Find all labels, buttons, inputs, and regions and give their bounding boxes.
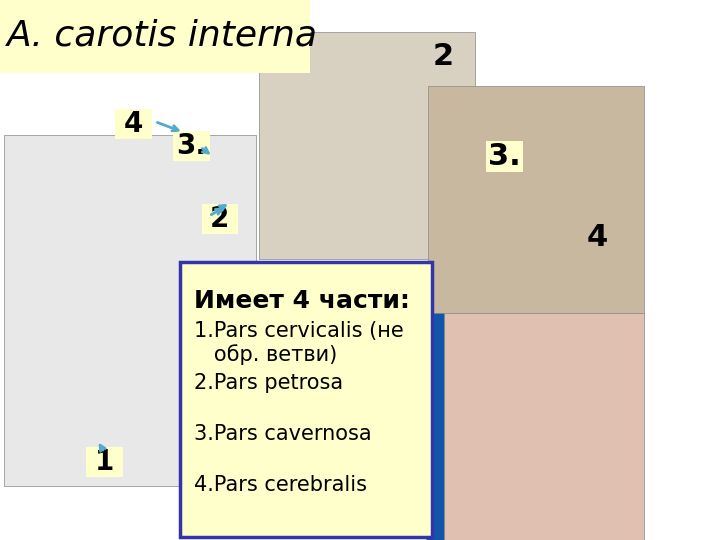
- Text: 3.Pars cavernosa: 3.Pars cavernosa: [194, 424, 372, 444]
- FancyBboxPatch shape: [173, 131, 210, 161]
- FancyBboxPatch shape: [259, 32, 475, 259]
- FancyBboxPatch shape: [86, 447, 123, 477]
- FancyBboxPatch shape: [115, 109, 152, 139]
- FancyBboxPatch shape: [428, 86, 644, 313]
- FancyBboxPatch shape: [486, 141, 523, 172]
- FancyBboxPatch shape: [202, 204, 238, 234]
- Text: 1: 1: [95, 448, 114, 476]
- Text: A. carotis interna: A. carotis interna: [7, 18, 318, 52]
- Text: 2: 2: [210, 205, 229, 233]
- Text: 2.Pars petrosa: 2.Pars petrosa: [194, 373, 343, 393]
- FancyBboxPatch shape: [428, 313, 644, 540]
- FancyBboxPatch shape: [4, 135, 256, 486]
- Text: 4: 4: [587, 223, 608, 252]
- Text: 3.: 3.: [487, 142, 521, 171]
- FancyBboxPatch shape: [426, 313, 444, 540]
- Text: Имеет 4 части:: Имеет 4 части:: [194, 289, 410, 313]
- FancyBboxPatch shape: [180, 262, 432, 537]
- FancyBboxPatch shape: [0, 0, 310, 73]
- Text: 2: 2: [432, 42, 454, 71]
- Text: 4.Pars cerebralis: 4.Pars cerebralis: [194, 475, 367, 495]
- Text: 1.Pars cervicalis (не
   обр. ветви): 1.Pars cervicalis (не обр. ветви): [194, 321, 404, 366]
- Text: 3.: 3.: [176, 132, 206, 160]
- Text: 4: 4: [124, 110, 143, 138]
